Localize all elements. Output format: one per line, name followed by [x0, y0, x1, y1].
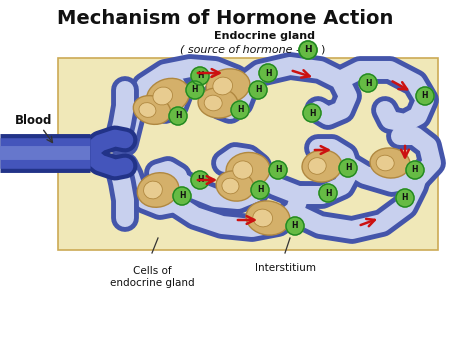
Ellipse shape [376, 155, 394, 171]
Ellipse shape [204, 95, 222, 111]
Ellipse shape [246, 201, 290, 235]
Ellipse shape [226, 152, 270, 188]
Text: H: H [175, 112, 181, 121]
Ellipse shape [213, 77, 233, 95]
Circle shape [259, 64, 277, 82]
Text: H: H [304, 46, 312, 54]
Text: H: H [292, 221, 298, 231]
Text: ): ) [320, 45, 324, 55]
Circle shape [416, 87, 434, 105]
Circle shape [286, 217, 304, 235]
Circle shape [186, 81, 204, 99]
Circle shape [303, 104, 321, 122]
Text: H: H [197, 72, 203, 80]
Circle shape [191, 171, 209, 189]
Ellipse shape [206, 69, 250, 103]
Ellipse shape [302, 150, 342, 182]
Text: H: H [345, 164, 351, 172]
Ellipse shape [133, 96, 171, 124]
Circle shape [339, 159, 357, 177]
Circle shape [169, 107, 187, 125]
Text: H: H [325, 189, 331, 197]
Text: Mechanism of Hormone Action: Mechanism of Hormone Action [57, 8, 393, 27]
Text: Blood: Blood [15, 114, 52, 126]
Text: H: H [275, 166, 281, 174]
Text: Cells of
endocrine gland: Cells of endocrine gland [110, 266, 194, 288]
Text: H: H [255, 86, 261, 95]
Ellipse shape [233, 161, 252, 179]
Circle shape [319, 184, 337, 202]
Text: H: H [237, 105, 243, 115]
Ellipse shape [198, 88, 238, 118]
Text: H: H [257, 186, 263, 194]
Circle shape [299, 41, 317, 59]
Ellipse shape [216, 171, 254, 201]
Text: Interstitium: Interstitium [255, 263, 315, 273]
Circle shape [249, 81, 267, 99]
Circle shape [396, 189, 414, 207]
Ellipse shape [139, 103, 156, 117]
Circle shape [251, 181, 269, 199]
Ellipse shape [137, 173, 179, 207]
Circle shape [406, 161, 424, 179]
Text: H: H [265, 69, 271, 77]
FancyBboxPatch shape [58, 58, 438, 250]
Text: H: H [309, 108, 315, 118]
Ellipse shape [253, 209, 273, 227]
Text: Endocrine gland: Endocrine gland [215, 31, 315, 41]
Ellipse shape [308, 158, 326, 174]
Ellipse shape [222, 178, 239, 194]
Text: H: H [192, 86, 198, 95]
Ellipse shape [144, 181, 162, 199]
Text: ( source of hormone -: ( source of hormone - [180, 45, 300, 55]
Circle shape [231, 101, 249, 119]
Text: H: H [422, 92, 428, 100]
Circle shape [359, 74, 377, 92]
Circle shape [191, 67, 209, 85]
Text: H: H [179, 192, 185, 200]
Circle shape [173, 187, 191, 205]
Ellipse shape [147, 78, 189, 114]
Ellipse shape [153, 87, 172, 105]
Ellipse shape [370, 148, 410, 178]
Text: H: H [402, 193, 408, 202]
Circle shape [269, 161, 287, 179]
Text: H: H [412, 166, 418, 174]
Text: H: H [365, 78, 371, 88]
Text: H: H [197, 175, 203, 185]
